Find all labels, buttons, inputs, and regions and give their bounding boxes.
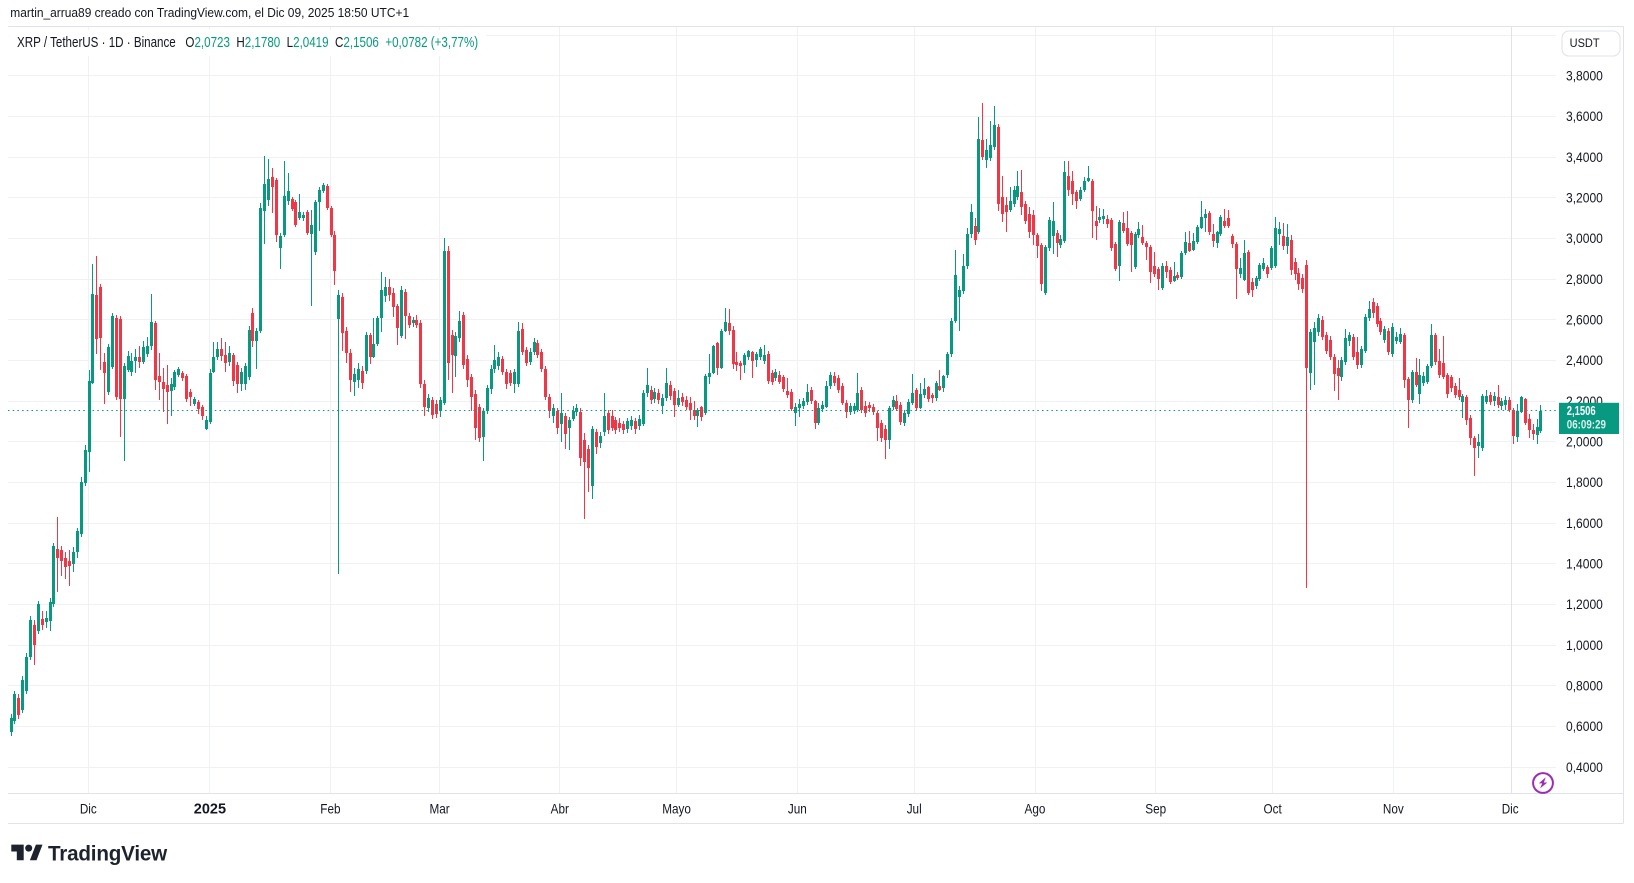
svg-text:XRP / TetherUS · 1D · Binance: XRP / TetherUS · 1D · Binance O2,0723 H2… bbox=[17, 34, 478, 51]
svg-text:1,8000: 1,8000 bbox=[1566, 474, 1603, 490]
svg-text:Oct: Oct bbox=[1263, 802, 1282, 817]
svg-text:Mayo: Mayo bbox=[662, 802, 691, 817]
svg-text:2,6000: 2,6000 bbox=[1566, 312, 1603, 328]
svg-text:3,4000: 3,4000 bbox=[1566, 149, 1603, 165]
svg-text:Mar: Mar bbox=[429, 802, 449, 817]
svg-text:Feb: Feb bbox=[320, 802, 340, 817]
svg-text:martin_arrua89 creado con Trad: martin_arrua89 creado con TradingView.co… bbox=[10, 6, 409, 21]
svg-text:Sep: Sep bbox=[1145, 802, 1166, 817]
svg-text:3,0000: 3,0000 bbox=[1566, 230, 1603, 246]
svg-text:06:09:29: 06:09:29 bbox=[1567, 419, 1606, 432]
svg-text:2,8000: 2,8000 bbox=[1566, 271, 1603, 287]
svg-text:1,4000: 1,4000 bbox=[1566, 556, 1603, 572]
svg-text:Nov: Nov bbox=[1383, 802, 1404, 817]
svg-text:2025: 2025 bbox=[194, 802, 226, 818]
svg-text:Abr: Abr bbox=[551, 802, 569, 817]
svg-text:Jul: Jul bbox=[907, 802, 922, 817]
svg-text:0,4000: 0,4000 bbox=[1566, 759, 1603, 775]
svg-text:2,1506: 2,1506 bbox=[1567, 405, 1596, 419]
svg-text:Dic: Dic bbox=[1502, 802, 1519, 817]
svg-text:0,6000: 0,6000 bbox=[1566, 718, 1603, 734]
svg-text:Jun: Jun bbox=[788, 802, 807, 817]
svg-text:2,4000: 2,4000 bbox=[1566, 352, 1603, 368]
svg-text:USDT: USDT bbox=[1570, 36, 1600, 50]
svg-text:Dic: Dic bbox=[80, 802, 97, 817]
svg-text:3,6000: 3,6000 bbox=[1566, 108, 1603, 124]
svg-text:Ago: Ago bbox=[1025, 802, 1046, 817]
svg-text:1,2000: 1,2000 bbox=[1566, 596, 1603, 612]
svg-text:3,2000: 3,2000 bbox=[1566, 190, 1603, 206]
svg-text:2,0000: 2,0000 bbox=[1566, 434, 1603, 450]
svg-text:0,8000: 0,8000 bbox=[1566, 678, 1603, 694]
svg-text:1,0000: 1,0000 bbox=[1566, 637, 1603, 653]
svg-text:1,6000: 1,6000 bbox=[1566, 515, 1603, 531]
svg-text:TradingView: TradingView bbox=[48, 842, 168, 865]
svg-text:3,8000: 3,8000 bbox=[1566, 68, 1603, 84]
